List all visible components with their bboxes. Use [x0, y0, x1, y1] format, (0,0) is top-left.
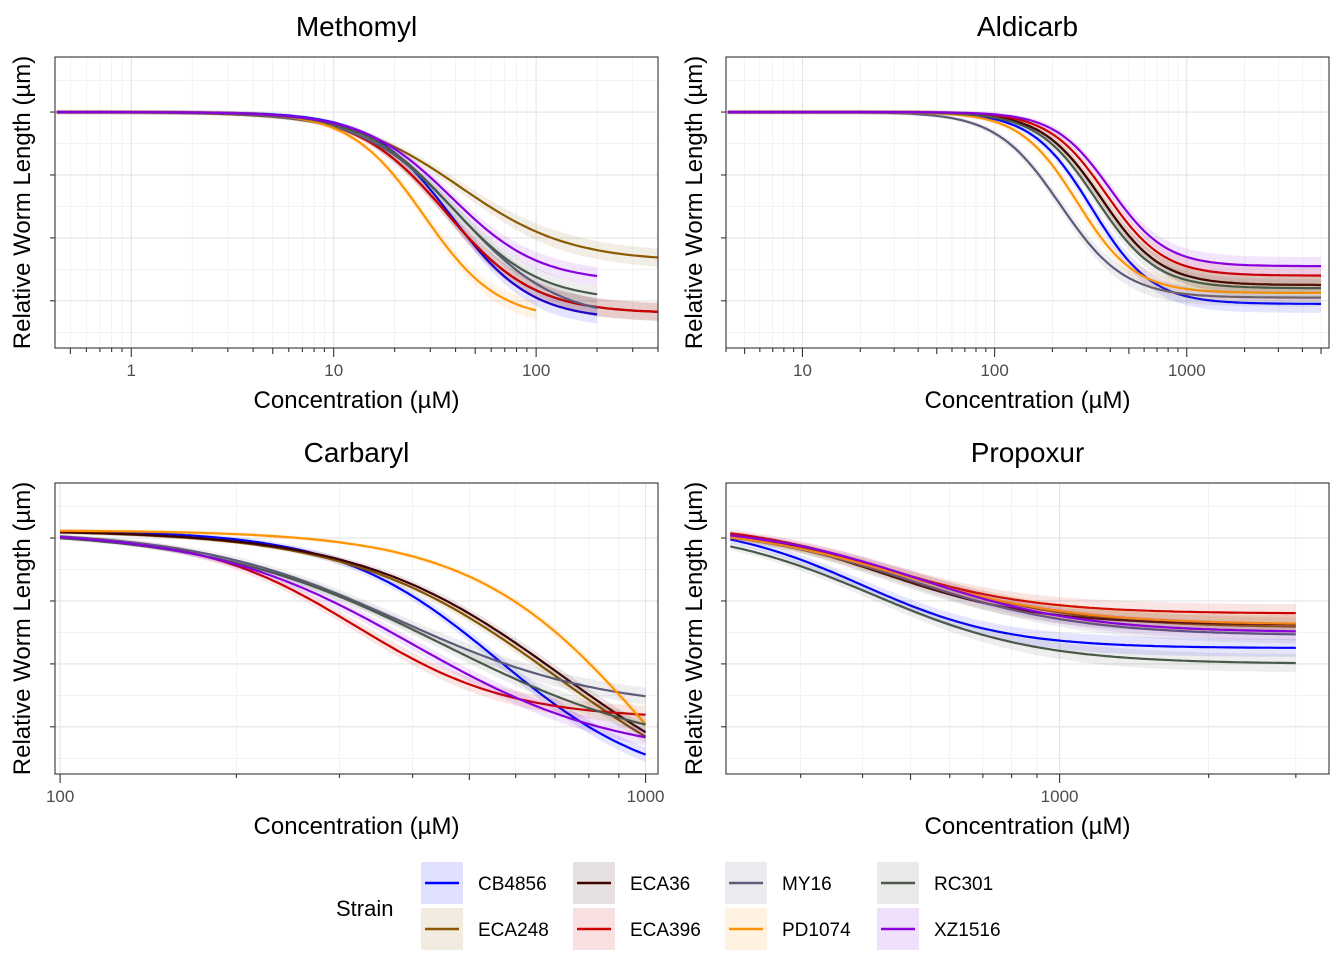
- legend-label: PD1074: [782, 920, 851, 941]
- series-group: [727, 110, 1322, 313]
- panel-border: [725, 56, 1330, 349]
- series-line-my16: [59, 535, 646, 698]
- panel-border: [54, 56, 659, 349]
- ribbon-eca36: [56, 110, 658, 321]
- y-axis-label: Relative Worm Length (µm): [9, 482, 36, 775]
- ribbon-cb4856: [56, 110, 598, 324]
- ribbon-xz1516: [730, 532, 1296, 641]
- axes: 10 100 1000: [721, 111, 1322, 380]
- series-line-xz1516: [56, 111, 598, 278]
- panel-aldicarb: 10 100 1000 Aldicarb Concentration (µM) Relat…: [681, 11, 1330, 414]
- x-axis-label: Concentration (µM): [925, 387, 1131, 414]
- ribbon-eca396: [56, 110, 658, 321]
- panel-title: Methomyl: [296, 11, 417, 42]
- ribbon-xz1516: [56, 110, 598, 285]
- ribbon-xz1516: [60, 535, 646, 746]
- series-line-pd1074: [730, 536, 1296, 625]
- x-tick-label: 10: [793, 361, 812, 380]
- x-tick-label: 1000: [1041, 787, 1079, 806]
- major-gridlines: [55, 483, 658, 774]
- series-group: [730, 529, 1296, 673]
- series-line-rc301: [730, 545, 1296, 665]
- ribbon-cb4856: [730, 535, 1296, 657]
- series-line-pd1074: [60, 529, 647, 726]
- x-tick-label: 1: [127, 361, 136, 380]
- x-tick-label: 100: [522, 361, 550, 380]
- y-axis-label: Relative Worm Length (µm): [681, 482, 708, 775]
- series-line-xz1516: [59, 536, 646, 739]
- x-tick-label: 100: [980, 361, 1008, 380]
- legend-label: CB4856: [478, 874, 547, 895]
- x-tick-label: 1000: [627, 787, 665, 806]
- ribbon-my16: [56, 110, 598, 317]
- legend-label: ECA248: [478, 920, 549, 941]
- y-axis-label: Relative Worm Length (µm): [9, 56, 36, 349]
- legend-key-cb4856[interactable]: CB4856: [421, 862, 547, 904]
- y-axis-label: Relative Worm Length (µm): [681, 56, 708, 349]
- ribbon-eca396: [60, 535, 646, 724]
- axes: 1 10 100: [50, 111, 659, 380]
- ribbon-rc301: [730, 542, 1296, 673]
- legend-key-eca248[interactable]: ECA248: [421, 908, 549, 950]
- series-group: [56, 110, 659, 324]
- minor-gridlines: [55, 57, 659, 348]
- series-group: [59, 528, 647, 763]
- x-tick-label: 100: [46, 787, 74, 806]
- x-tick-label: 10: [324, 361, 343, 380]
- panel-border: [54, 482, 659, 775]
- x-tick-label: 1000: [1168, 361, 1206, 380]
- legend-key-my16[interactable]: MY16: [725, 862, 832, 904]
- ribbon-rc301: [60, 536, 646, 733]
- series-line-xz1516: [727, 111, 1321, 268]
- ribbon-xz1516: [727, 110, 1321, 276]
- minor-gridlines: [725, 57, 1329, 348]
- axes: 1000: [721, 537, 1297, 806]
- panel-title: Carbaryl: [304, 437, 410, 468]
- series-line-cb4856: [730, 538, 1296, 649]
- x-axis-label: Concentration (µM): [925, 813, 1131, 840]
- legend-key-pd1074[interactable]: PD1074: [725, 908, 851, 950]
- legend-label: ECA36: [630, 874, 690, 895]
- legend-key-xz1516[interactable]: XZ1516: [877, 908, 1001, 950]
- panels: 1 10 100 Methomyl Concentration (µM) Relative…: [9, 11, 1330, 840]
- legend-label: RC301: [934, 874, 993, 895]
- axes: 100 1000: [46, 537, 665, 806]
- minor-gridlines: [55, 483, 658, 774]
- legend-key-eca396[interactable]: ECA396: [573, 908, 701, 950]
- major-gridlines: [55, 57, 658, 348]
- legend-key-eca36[interactable]: ECA36: [573, 862, 690, 904]
- panel-border: [725, 482, 1330, 775]
- legend-label: XZ1516: [934, 920, 1001, 941]
- panel-title: Propoxur: [971, 437, 1085, 468]
- panel-title: Aldicarb: [977, 11, 1078, 42]
- panel-carbaryl: 100 1000 Carbaryl Concentration (µM) Relativ…: [9, 437, 665, 840]
- legend-label: ECA396: [630, 920, 701, 941]
- panel-methomyl: 1 10 100 Methomyl Concentration (µM) Relative…: [9, 11, 659, 414]
- x-axis-label: Concentration (µM): [254, 813, 460, 840]
- legend: Strain CB4856 ECA248 ECA36 ECA396 MY16 PD1074 R…: [336, 862, 1001, 950]
- legend-label: MY16: [782, 874, 832, 895]
- series-line-xz1516: [730, 534, 1296, 633]
- ribbon-rc301: [56, 110, 598, 304]
- x-axis-label: Concentration (µM): [254, 387, 460, 414]
- plot-background: [726, 57, 1329, 348]
- legend-title: Strain: [336, 896, 393, 921]
- legend-key-rc301[interactable]: RC301: [877, 862, 993, 904]
- plot-background: [726, 483, 1329, 774]
- series-line-eca36: [59, 531, 647, 734]
- ribbon-eca396: [727, 110, 1321, 285]
- panel-propoxur: 1000 Propoxur Concentration (µM) Relative W…: [681, 437, 1330, 840]
